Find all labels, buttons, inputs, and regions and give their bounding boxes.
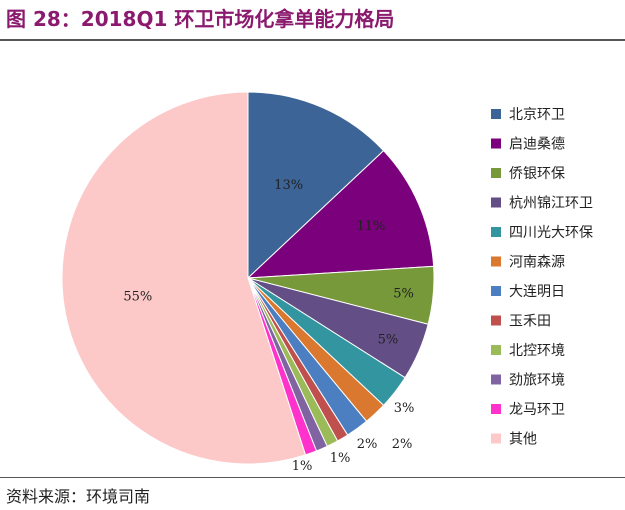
- pie-slice-1: [247, 91, 385, 280]
- legend-swatch-10: [491, 374, 501, 385]
- legend-label-10: 劲旅环境: [509, 373, 565, 389]
- source-note: 资料来源：环境司南: [6, 487, 151, 506]
- legend-swatch-5: [491, 227, 501, 237]
- legend-label-9: 北控环境: [509, 343, 565, 359]
- legend-swatch-12: [491, 433, 501, 444]
- legend-label-7: 大连明日: [509, 284, 565, 300]
- pie-slice-12: [61, 91, 307, 465]
- legend-label-3: 侨银环保: [509, 166, 565, 182]
- slice-label-5: 3%: [394, 401, 415, 416]
- legend-label-8: 玉禾田: [509, 314, 551, 330]
- slice-label-7: 2%: [357, 437, 378, 452]
- slice-label-3: 5%: [393, 287, 414, 302]
- legend-label-1: 北京环卫: [509, 107, 565, 123]
- legend-label-5: 四川光大环保: [509, 225, 593, 241]
- legend-label-11: 龙马环卫: [509, 402, 565, 418]
- slice-label-1: 13%: [274, 178, 303, 193]
- legend-label-2: 启迪桑德: [509, 137, 565, 153]
- slice-label-4: 5%: [378, 333, 399, 348]
- legend-label-12: 其他: [509, 432, 537, 448]
- slice-label-9: 1%: [330, 451, 351, 466]
- slice-label-6: 2%: [392, 437, 413, 452]
- legend-label-4: 杭州锦江环卫: [509, 195, 593, 212]
- chart-title: 图 28：2018Q1 环卫市场化拿单能力格局: [6, 7, 395, 31]
- slice-label-11: 1%: [292, 459, 313, 474]
- slice-label-2: 11%: [356, 219, 385, 234]
- legend-swatch-6: [491, 256, 501, 267]
- pie-slice-2: [246, 149, 435, 279]
- legend-label-6: 河南森源: [509, 255, 565, 271]
- legend-swatch-7: [491, 286, 501, 296]
- legend-swatch-11: [491, 404, 501, 414]
- legend-swatch-4: [491, 197, 501, 208]
- legend-swatch-9: [491, 345, 501, 355]
- source-rule: [0, 477, 625, 478]
- legend-swatch-3: [491, 168, 501, 178]
- title-rule: [0, 39, 625, 41]
- legend-swatch-2: [491, 138, 501, 149]
- legend-swatch-1: [491, 109, 501, 119]
- slice-label-12: 55%: [123, 289, 152, 304]
- legend-swatch-8: [491, 315, 501, 326]
